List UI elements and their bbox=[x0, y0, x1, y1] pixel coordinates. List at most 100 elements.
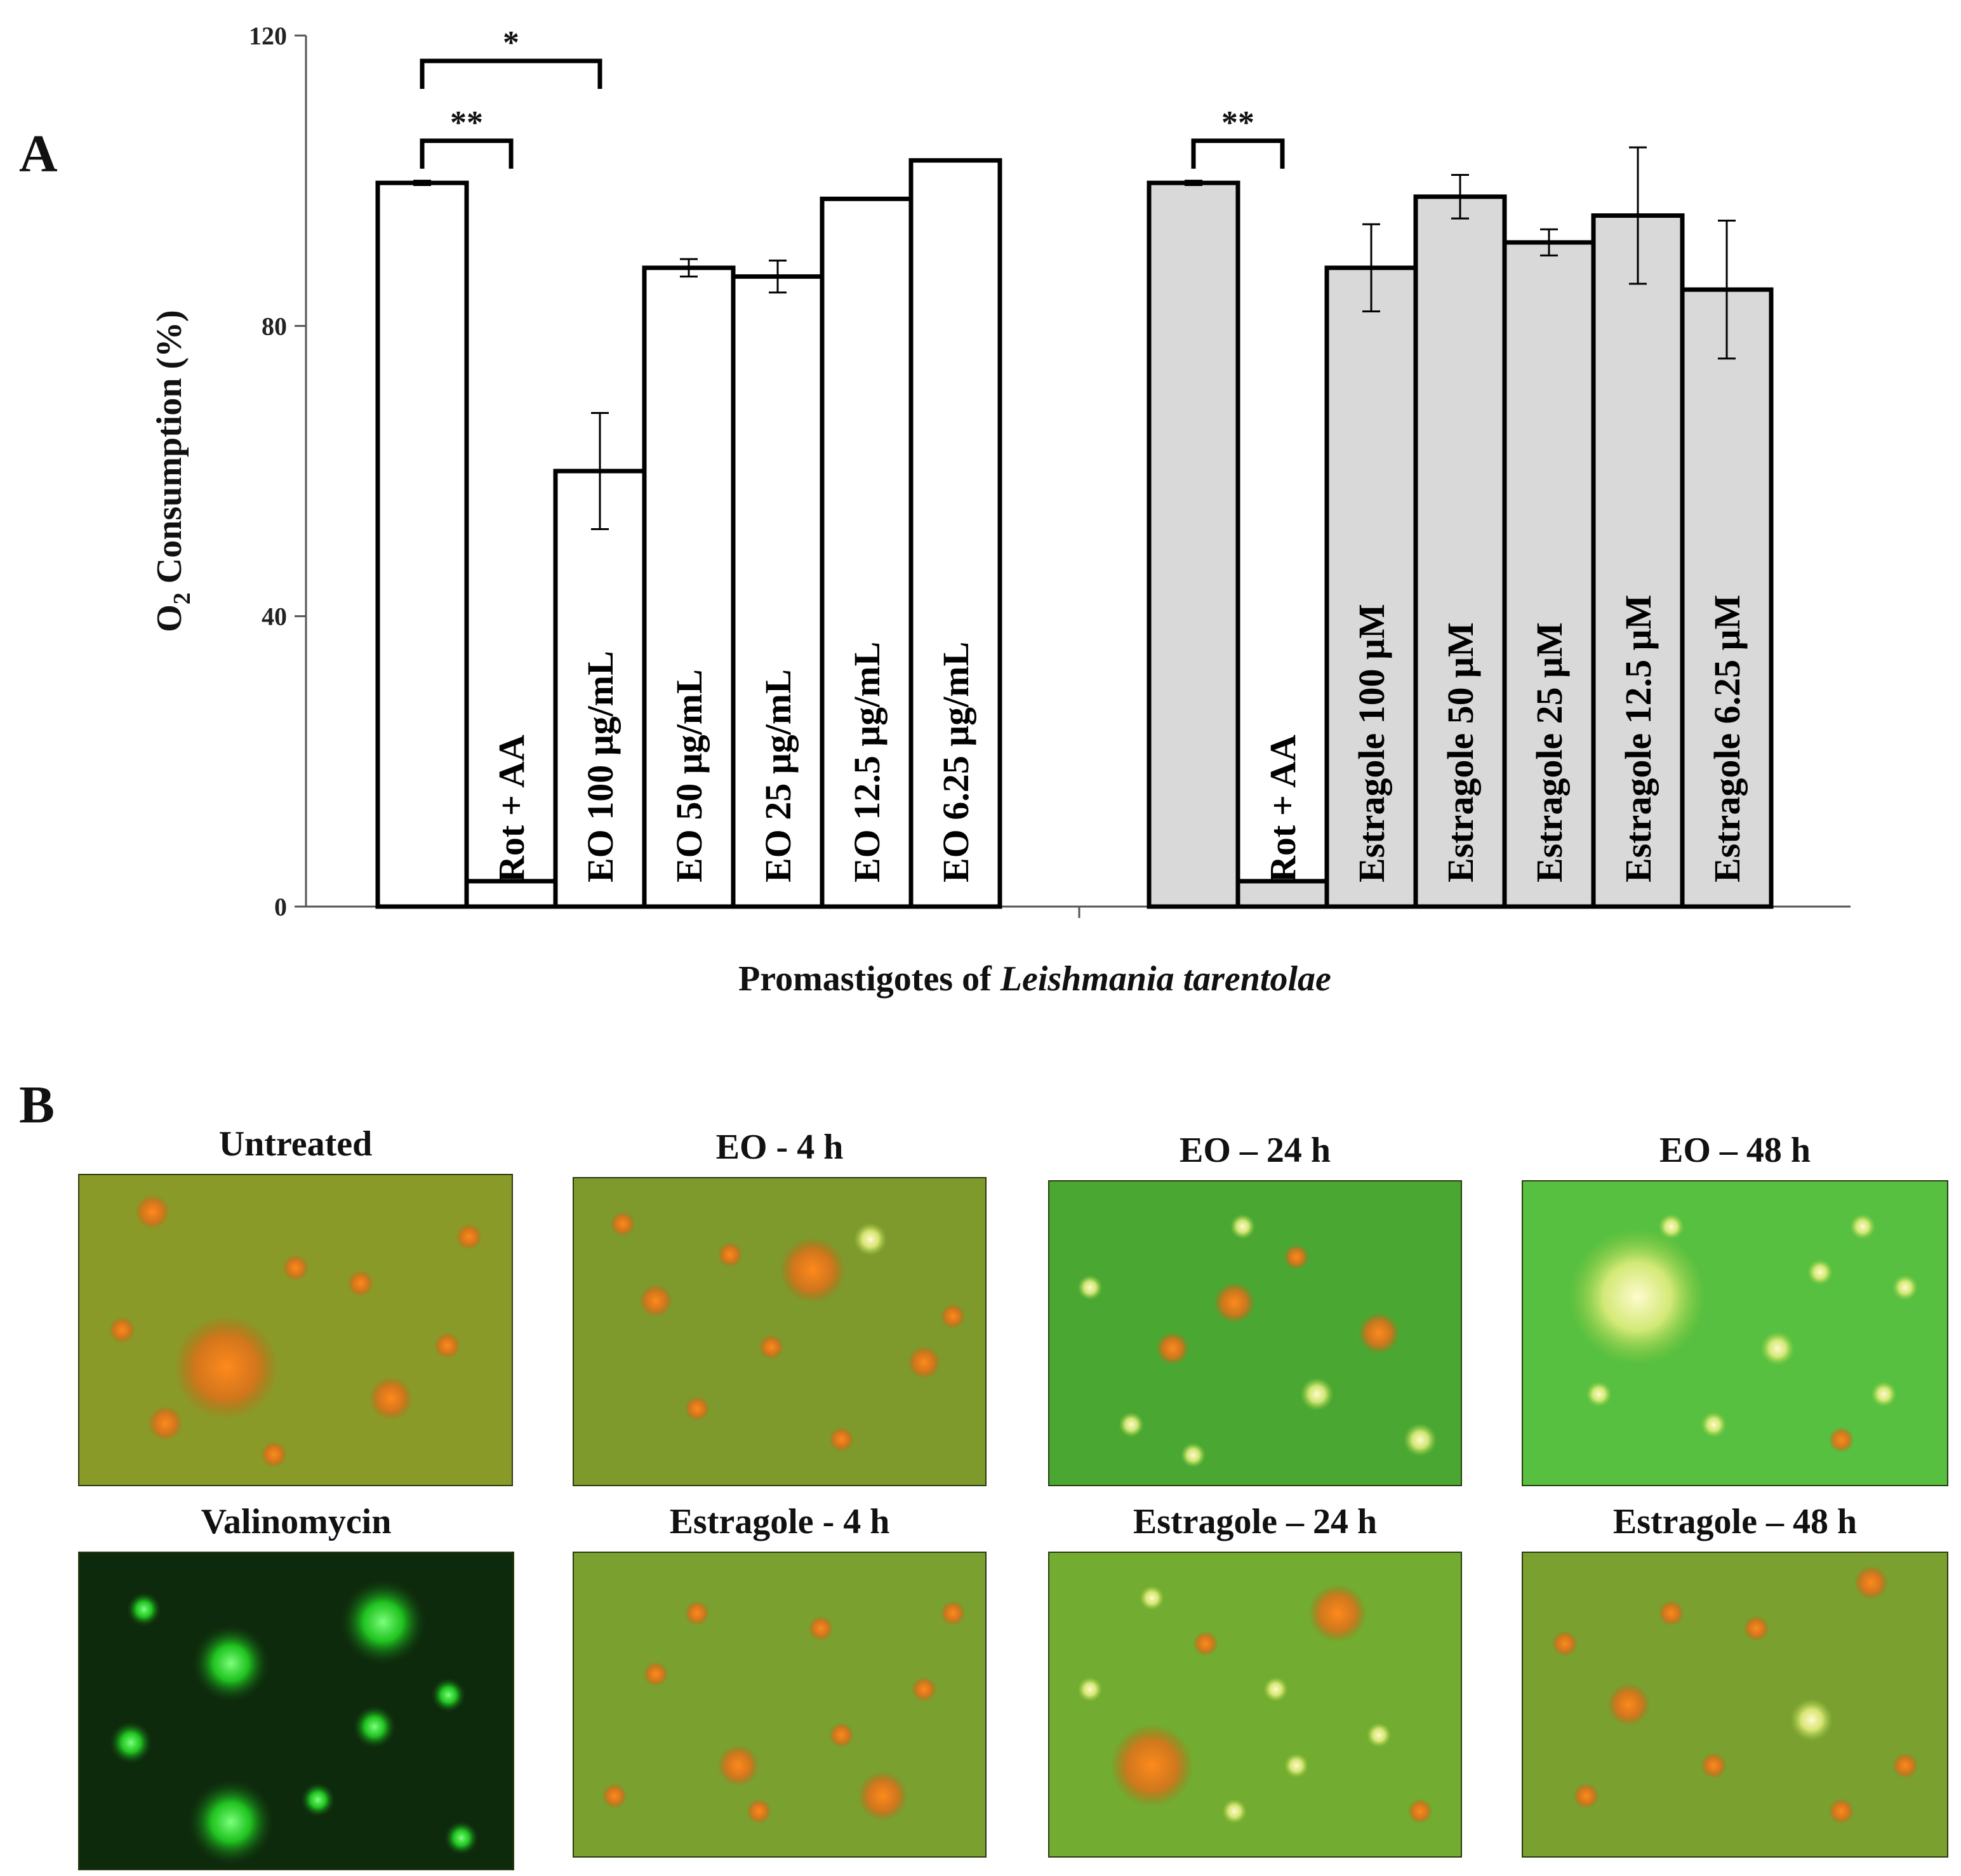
fluorescent-cell bbox=[684, 1600, 710, 1626]
fluorescent-cell bbox=[1358, 1312, 1400, 1354]
fluorescent-cell bbox=[639, 1284, 672, 1317]
fluorescent-cell bbox=[1181, 1442, 1206, 1468]
significance-bracket bbox=[420, 58, 602, 90]
x-axis-title: Promastigotes of Leishmania tarentolae bbox=[738, 959, 1331, 999]
fluorescent-cell bbox=[1701, 1411, 1727, 1438]
fluorescent-cell bbox=[1892, 1274, 1918, 1301]
micrograph-title: Valinomycin bbox=[201, 1502, 392, 1541]
fluorescent-cell bbox=[148, 1406, 183, 1441]
fluorescent-cell bbox=[1586, 1381, 1612, 1407]
fluorescent-cell bbox=[1701, 1752, 1727, 1779]
bar bbox=[1324, 265, 1418, 909]
fluorescent-cell bbox=[1222, 1799, 1247, 1824]
series-eo: Rot + AA EO 100 μg/mL EO 50 μg/mL EO 25 μg/… bbox=[375, 158, 1002, 909]
fluorescent-cell bbox=[1760, 1331, 1795, 1366]
fluorescent-cell bbox=[1552, 1630, 1578, 1657]
panel-b-letter: B bbox=[19, 1075, 55, 1134]
fluorescent-cell bbox=[300, 1782, 336, 1818]
fluorescent-cell bbox=[192, 1624, 270, 1703]
micrograph-title: EO – 24 h bbox=[1180, 1131, 1331, 1170]
fluorescent-cell bbox=[1119, 1412, 1144, 1437]
bar-label: Estragole 12.5 μM bbox=[1618, 595, 1659, 882]
bar-label: EO 6.25 μg/mL bbox=[935, 642, 976, 882]
bar bbox=[1591, 213, 1685, 909]
micrograph-panel: EO – 48 h bbox=[1522, 1131, 1948, 1486]
fluorescent-cell bbox=[1658, 1600, 1684, 1627]
fluorescent-cell bbox=[109, 1317, 135, 1343]
micrograph-grid: Untreated EO - 4 h EO – 24 h EO – 48 h Valin… bbox=[78, 1124, 1948, 1870]
bar-label: Estragole 25 μM bbox=[1529, 622, 1570, 882]
y-tick-label: 80 bbox=[262, 312, 287, 340]
y-axis-title-rest: Consumption (%) bbox=[150, 310, 189, 592]
micrograph-image bbox=[573, 1177, 987, 1486]
micrograph-title: EO - 4 h bbox=[716, 1128, 844, 1167]
fluorescent-cell bbox=[340, 1578, 427, 1666]
bar bbox=[1413, 194, 1507, 909]
fluorescent-cell bbox=[369, 1376, 413, 1420]
bar bbox=[731, 274, 825, 909]
fluorescent-cell bbox=[602, 1783, 627, 1809]
bar-label: Rot + AA bbox=[1262, 735, 1303, 882]
fluorescent-cell bbox=[643, 1661, 668, 1687]
micrograph-panel: EO - 4 h bbox=[573, 1128, 987, 1486]
significance-bracket bbox=[1191, 138, 1285, 169]
bar-label: Rot + AA bbox=[491, 735, 532, 882]
micrograph-panel: Valinomycin bbox=[78, 1502, 514, 1870]
bar bbox=[464, 879, 558, 909]
bar bbox=[642, 265, 736, 909]
fluorescent-cell bbox=[808, 1616, 834, 1641]
bar bbox=[1147, 180, 1240, 909]
fluorescent-cell bbox=[1140, 1585, 1164, 1611]
fluorescent-cell bbox=[1284, 1753, 1309, 1778]
fluorescent-cell bbox=[1308, 1584, 1367, 1642]
bar-label: Estragole 100 μM bbox=[1351, 604, 1392, 882]
fluorescent-cell bbox=[1607, 1683, 1650, 1726]
fluorescent-cell bbox=[1573, 1783, 1599, 1809]
fluorescent-cell bbox=[1077, 1275, 1103, 1300]
micrograph-image bbox=[573, 1552, 987, 1858]
fluorescent-cell bbox=[1790, 1698, 1833, 1741]
fluorescent-cell bbox=[1193, 1631, 1218, 1656]
y-axis-title-subscript: 2 bbox=[169, 592, 196, 604]
bar-label: EO 12.5 μg/mL bbox=[846, 642, 887, 882]
series-estragole: Rot + AA Estragole 100 μM Estragole 50 μM E… bbox=[1147, 146, 1774, 909]
significance-label: ** bbox=[1221, 105, 1254, 141]
fluorescent-cell bbox=[1263, 1677, 1288, 1702]
significance-label: ** bbox=[450, 105, 483, 141]
fluorescent-cell bbox=[1658, 1213, 1684, 1240]
y-tick-label: 120 bbox=[249, 22, 287, 50]
fluorescent-cell bbox=[1849, 1213, 1876, 1240]
bar bbox=[1502, 240, 1596, 909]
fluorescent-cell bbox=[759, 1334, 784, 1360]
bar-label: Estragole 50 μM bbox=[1440, 622, 1481, 882]
micrograph-panel: Untreated bbox=[78, 1124, 513, 1486]
fluorescent-cell bbox=[126, 1592, 162, 1627]
micrograph-title: Estragole - 4 h bbox=[670, 1502, 890, 1541]
fluorescent-cell bbox=[347, 1270, 374, 1296]
fluorescent-cell bbox=[1807, 1259, 1833, 1286]
fluorescent-cell bbox=[907, 1346, 941, 1379]
fluorescent-cell bbox=[684, 1396, 710, 1421]
chart-o2-consumption: 0 40 80 120 O2 Consumption (%) Promastigotes … bbox=[150, 22, 1851, 999]
fluorescent-cell bbox=[610, 1211, 635, 1237]
micrograph-image bbox=[1048, 1552, 1462, 1858]
fluorescent-cell bbox=[1077, 1677, 1103, 1702]
micrograph-panel: Estragole - 4 h bbox=[573, 1502, 987, 1858]
micrograph-panel: EO – 24 h bbox=[1048, 1131, 1462, 1486]
micrograph-title: EO – 48 h bbox=[1659, 1131, 1811, 1170]
fluorescent-cell bbox=[912, 1677, 936, 1702]
fluorescent-cell bbox=[940, 1303, 966, 1329]
fluorescent-cell bbox=[1407, 1799, 1433, 1824]
y-axis-title: O2 Consumption (%) bbox=[150, 310, 196, 632]
fluorescent-cell bbox=[1156, 1332, 1189, 1365]
fluorescent-cell bbox=[352, 1705, 397, 1749]
fluorescent-cell bbox=[444, 1820, 479, 1856]
fluorescent-cell bbox=[135, 1194, 170, 1230]
fluorescent-cell bbox=[854, 1223, 887, 1256]
fluorescent-cell bbox=[1854, 1566, 1889, 1600]
bar bbox=[1235, 879, 1329, 909]
fluorescent-cell bbox=[940, 1600, 966, 1626]
bar-label: EO 25 μg/mL bbox=[757, 669, 799, 882]
bar-label: EO 50 μg/mL bbox=[668, 669, 710, 882]
